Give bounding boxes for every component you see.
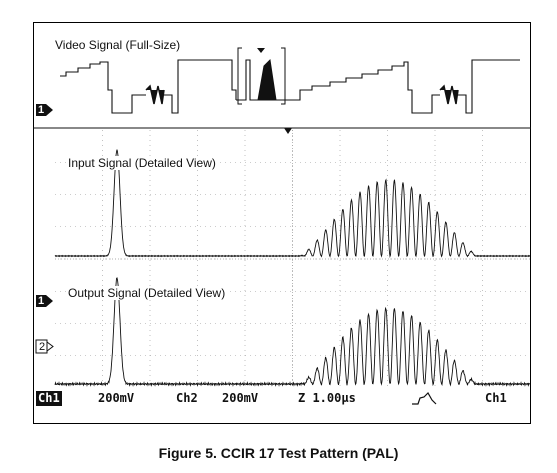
timebase-readout: Z 1.00μs [298, 391, 356, 405]
waveform-traces [54, 58, 531, 387]
ch1-marker-text-top: 1 [38, 104, 45, 116]
ch1-marker-text-bottom: 1 [38, 295, 45, 307]
zoom-pointer-icon [257, 48, 265, 53]
channel1-scale: 200mV [98, 391, 135, 405]
trigger-position-icon [284, 128, 292, 134]
ch2-marker-text: 2 [39, 341, 46, 353]
video-signal-label: Video Signal (Full-Size) [54, 38, 182, 52]
zoom-window-bracket [237, 47, 286, 105]
ch1-marker-top [36, 104, 53, 116]
graticule-grid [33, 127, 531, 388]
trigger-source: Ch1 [485, 391, 507, 405]
input-signal-label: Input Signal (Detailed View) [67, 156, 217, 170]
channel2-scale: 200mV [222, 391, 259, 405]
channel2-label[interactable]: Ch2 [176, 391, 198, 405]
oscilloscope-screen [33, 22, 531, 424]
scope-status-bar: Ch1 200mV Ch2 200mV Z 1.00μs Ch1 [36, 391, 531, 406]
output-signal-label: Output Signal (Detailed View) [67, 286, 227, 300]
ch1-marker-bottom [36, 295, 53, 307]
channel1-label[interactable]: Ch1 [36, 391, 62, 406]
figure-caption: Figure 5. CCIR 17 Test Pattern (PAL) [158, 445, 399, 461]
trigger-edge-icon [412, 392, 437, 405]
ch2-marker [35, 339, 54, 354]
